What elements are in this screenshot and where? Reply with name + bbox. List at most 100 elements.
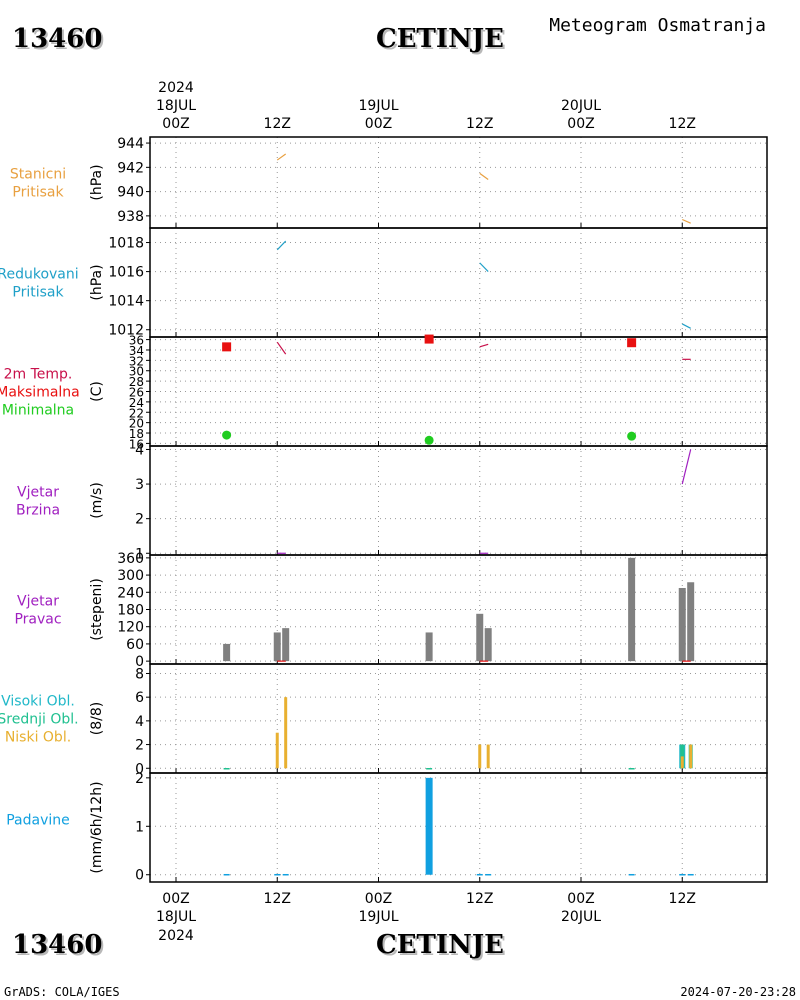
time-tick-label-top: 00Z [567,116,594,132]
panel-vjetar_brzina: 4 3 2 1 (m/s) Vjetar Brzina [16,442,768,562]
y-axis-title: (hPa) [89,164,105,200]
date-label-top: 18JUL [156,98,196,114]
y-tick-label: 20 [129,417,144,431]
panel-oblacnost: 8 6 4 2 0 (8/8) Visoki Obl. Srednji Obl. Niski O… [0,663,768,777]
panel-padavine: 2 1 0 (mm/6h/12h) Padavine [6,771,768,884]
wind-dir-bar [678,587,686,662]
y-tick-label: 944 [117,136,144,152]
wind-dir-bar [282,628,290,662]
panel-label: Pravac [14,612,61,628]
time-axis-labels: 2024 2024 00Z 00Z 18JUL 18JUL 12Z 12Z 00Z 00Z 19JU… [156,80,696,944]
station-name-top: CETINJE [376,24,504,54]
y-tick-label: 0 [135,868,144,884]
time-tick-label-top: 12Z [669,116,696,132]
y-tick-label: 120 [117,620,144,636]
date-label-bottom: 20JUL [561,909,601,925]
panel-frame [149,136,768,229]
max-temp-marker [222,342,232,352]
y-tick-label: 16 [129,437,144,451]
panel-label: Srednji Obl. [0,712,79,728]
panel-label: Maksimalna [0,385,80,401]
panel-label: Redukovani [0,267,79,283]
panel-label: Pritisak [12,185,64,201]
y-tick-label: 22 [129,406,144,420]
credit-text: GrADS: COLA/IGES [4,985,120,999]
y-tick-label: 240 [117,585,144,601]
year-label-bottom: 2024 [158,928,194,944]
y-tick-label: 2 [135,771,144,787]
y-tick-label: 32 [129,354,144,368]
temp-line [479,343,489,348]
panel-label: 2m Temp. [4,367,73,383]
series-line [681,449,692,485]
date-label-bottom: 18JUL [156,909,196,925]
temp-line [276,341,287,355]
panel-label: Visoki Obl. [1,694,75,710]
wind-dir-bar [425,632,433,662]
wind-dir-bar [223,643,231,662]
y-tick-label: 60 [126,637,144,653]
y-tick-label: 940 [117,185,144,201]
y-tick-label: 938 [117,209,144,225]
y-tick-label: 0 [135,654,144,670]
y-tick-label: 28 [129,375,144,389]
y-tick-label: 30 [129,365,144,379]
panel-label: Padavine [6,813,70,829]
min-temp-marker [627,431,637,441]
y-tick-label: 34 [129,344,144,358]
y-tick-label: 300 [117,568,144,584]
year-label-top: 2024 [158,80,194,96]
y-tick-label: 18 [129,427,144,441]
product-title: Meteogram Osmatranja [549,15,766,36]
panel-frame [149,663,768,774]
y-tick-label: 1016 [108,265,144,281]
low-cloud-bar [689,744,693,769]
panel-label: Niski Obl. [5,730,71,746]
y-tick-label: 1 [135,819,144,835]
wind-dir-bar [273,632,281,662]
panel-label: Pritisak [12,285,64,301]
low-cloud-bar [680,756,684,769]
time-tick-label-top: 00Z [162,116,189,132]
station-id-shadow: 13460 [14,26,104,56]
panel-label: Brzina [16,503,60,519]
y-tick-label: 8 [135,666,144,682]
wind-dir-bar [687,582,695,662]
station-id-bottom-shadow: 13460 [14,932,104,962]
y-axis-title: (stepeni) [89,578,105,641]
low-cloud-bar [284,697,288,769]
date-label-top: 19JUL [359,98,399,114]
max-temp-marker [627,338,637,348]
time-tick-label-bottom: 12Z [264,891,291,907]
panel-stanicni: 944 942 940 938 (hPa) Stanicni Pritisak [10,136,768,229]
series-line [276,240,287,251]
panel-label: Minimalna [2,403,74,419]
y-tick-label: 1014 [108,294,144,310]
y-tick-label: 180 [117,603,144,619]
low-cloud-bar [486,744,490,769]
wind-dir-bar [628,557,636,662]
max-temp-marker [424,334,434,344]
station-name-bottom-shadow: CETINJE [378,932,506,962]
y-axis-title: (C) [89,381,105,402]
y-tick-label: 3 [135,477,144,493]
station-name-bottom: CETINJE [376,930,504,960]
panels: 944942940938(hPa)StanicniPritisak1018101… [0,136,768,884]
y-tick-label: 0 [135,761,144,777]
y-tick-label: 1018 [108,236,144,252]
series-line [681,323,691,329]
y-tick-label: 1012 [108,323,144,339]
station-id-bottom: 13460 [12,930,102,960]
series-line [682,218,691,224]
time-tick-label-bottom: 12Z [669,891,696,907]
y-tick-label: 2 [135,512,144,528]
time-tick-label-top: 00Z [365,116,392,132]
y-tick-label: 36 [129,334,144,348]
time-tick-label-top: 12Z [466,116,493,132]
timestamp-text: 2024-07-20-23:28 [680,985,796,999]
y-tick-label: 6 [135,690,144,706]
y-axis-title: (m/s) [89,482,105,519]
